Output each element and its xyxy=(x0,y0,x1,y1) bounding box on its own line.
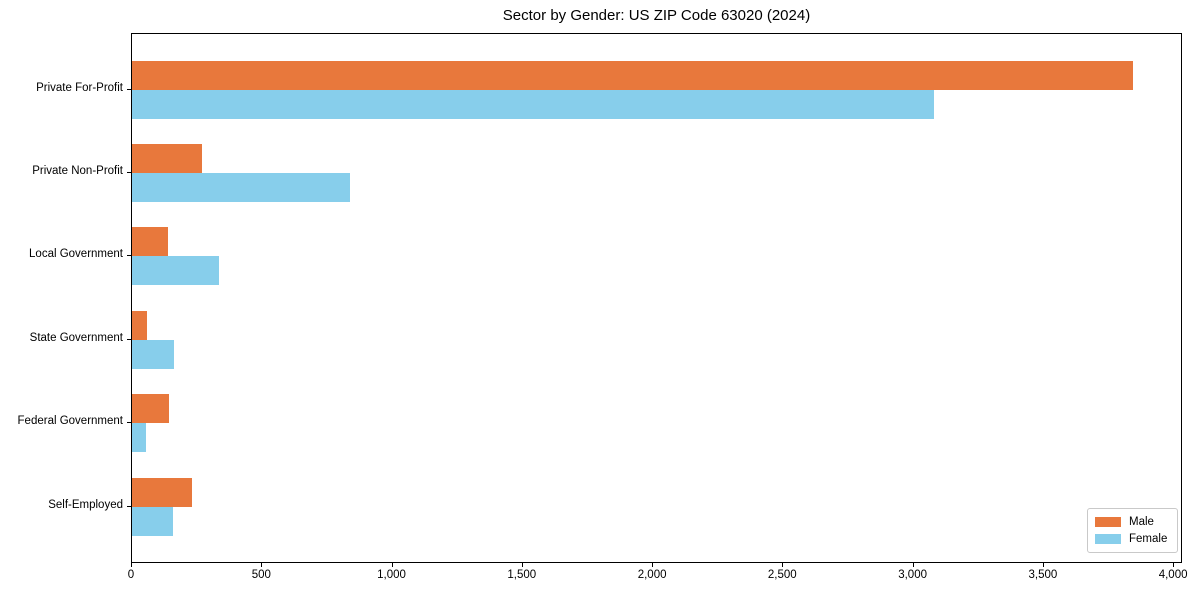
y-tick-label-state-government: State Government xyxy=(29,331,123,344)
x-tick-label-0: 0 xyxy=(127,569,135,581)
bar-female-private-for-profit xyxy=(132,89,935,119)
bar-female-state-government xyxy=(132,339,175,369)
female-color-swatch xyxy=(1095,534,1121,544)
bar-female-local-government xyxy=(132,256,219,286)
y-tick-label-local-government: Local Government xyxy=(29,248,123,261)
legend-item-male: Male xyxy=(1095,516,1177,528)
bar-female-self-employed xyxy=(132,506,174,536)
x-tick-label-1000: 1,000 xyxy=(377,569,406,581)
y-tick-mark xyxy=(127,88,131,90)
x-tick-label-1500: 1,500 xyxy=(507,569,537,581)
x-tick-label-3500: 3,500 xyxy=(1028,569,1058,581)
x-tick-label-500: 500 xyxy=(251,569,271,581)
bar-male-self-employed xyxy=(132,477,192,507)
y-tick-mark xyxy=(127,422,131,424)
x-tick-label-3000: 3,000 xyxy=(898,569,927,581)
bar-male-state-government xyxy=(132,310,147,340)
y-tick-mark xyxy=(127,171,131,173)
legend-item-female: Female xyxy=(1095,533,1177,545)
legend-label-female: Female xyxy=(1129,533,1168,545)
x-tick-label-2500: 2,500 xyxy=(767,569,797,581)
x-tick-mark xyxy=(912,563,914,567)
legend-label-male: Male xyxy=(1129,516,1154,528)
bar-male-private-non-profit xyxy=(132,143,203,173)
y-tick-label-private-for-profit: Private For-Profit xyxy=(36,81,123,94)
legend: Male Female xyxy=(1087,508,1178,553)
x-tick-mark xyxy=(1042,563,1044,567)
y-tick-label-federal-government: Federal Government xyxy=(17,415,123,428)
x-tick-mark xyxy=(391,563,393,567)
x-tick-mark xyxy=(1173,563,1175,567)
x-tick-mark xyxy=(521,563,523,567)
bar-male-federal-government xyxy=(132,394,169,424)
bar-female-private-non-profit xyxy=(132,172,350,202)
bar-female-federal-government xyxy=(132,423,147,453)
x-tick-mark xyxy=(131,563,132,567)
male-color-swatch xyxy=(1095,517,1121,527)
x-tick-label-2000: 2,000 xyxy=(637,569,667,581)
y-tick-label-self-employed: Self-Employed xyxy=(48,498,123,511)
bar-male-private-for-profit xyxy=(132,60,1133,90)
plot-area xyxy=(131,33,1182,563)
chart-title: Sector by Gender: US ZIP Code 63020 (202… xyxy=(502,7,811,24)
x-tick-label-4000: 4,000 xyxy=(1158,569,1188,581)
x-tick-mark xyxy=(261,563,263,567)
y-tick-mark xyxy=(127,338,131,340)
y-tick-mark xyxy=(127,255,131,257)
x-tick-mark xyxy=(782,563,784,567)
bar-male-local-government xyxy=(132,227,168,257)
x-tick-mark xyxy=(652,563,654,567)
y-tick-label-private-non-profit: Private Non-Profit xyxy=(32,164,123,177)
y-tick-mark xyxy=(127,505,131,507)
